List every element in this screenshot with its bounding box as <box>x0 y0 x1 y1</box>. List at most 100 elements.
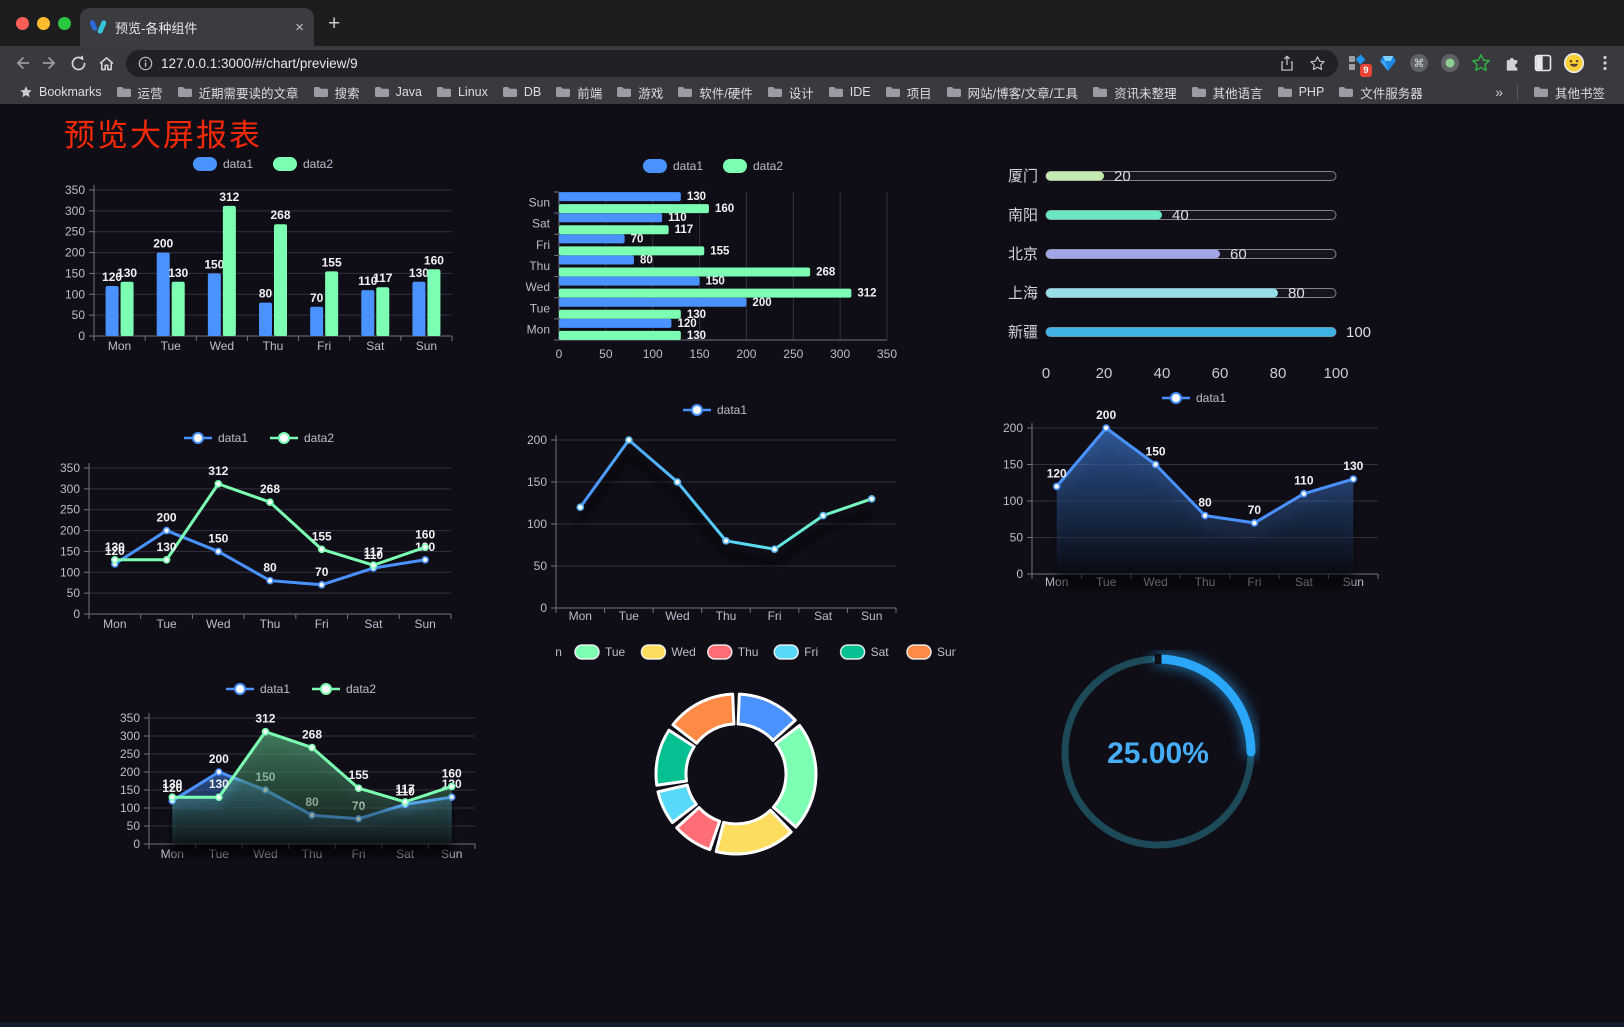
folder-icon <box>116 87 131 97</box>
window-minimize-button[interactable] <box>37 17 50 30</box>
bookmark-folder[interactable]: 设计 <box>760 83 821 102</box>
svg-text:20: 20 <box>1096 365 1113 382</box>
svg-text:155: 155 <box>312 529 332 543</box>
bookmark-folder[interactable]: 搜索 <box>306 83 367 102</box>
bookmark-folder[interactable]: IDE <box>821 85 878 99</box>
extensions-row: 9 ⌘ <box>1346 52 1616 77</box>
forward-button[interactable] <box>36 49 64 77</box>
folder-icon <box>1093 87 1108 97</box>
svg-text:150: 150 <box>1146 445 1166 459</box>
gauge-progress-chart[interactable]: 25.00% <box>1056 650 1260 854</box>
extension-tabs-icon[interactable]: 9 <box>1346 52 1372 77</box>
bookmarks-overflow-chevron[interactable]: » <box>1495 84 1503 100</box>
profile-avatar[interactable] <box>1563 52 1585 74</box>
svg-text:70: 70 <box>310 291 324 305</box>
share-icon[interactable] <box>1279 55 1295 72</box>
bookmark-folder-label: 文件服务器 <box>1360 86 1423 101</box>
svg-text:Sun: Sun <box>937 645 956 659</box>
bookmark-star-icon[interactable] <box>1309 55 1326 72</box>
window-zoom-button[interactable] <box>58 17 71 30</box>
svg-text:300: 300 <box>65 204 85 218</box>
svg-text:80: 80 <box>1270 365 1287 382</box>
bookmark-folder[interactable]: 运营 <box>109 83 170 102</box>
donut-pie-chart[interactable]: Mon Tue Wed Thu Fri Sat Sun <box>556 634 956 886</box>
bookmark-folder[interactable]: 前端 <box>548 83 609 102</box>
folder-icon <box>556 87 571 97</box>
svg-text:Thu: Thu <box>738 645 759 659</box>
folder-icon <box>885 87 900 97</box>
bookmark-folder[interactable]: 项目 <box>878 83 939 102</box>
svg-text:20: 20 <box>1114 168 1131 185</box>
svg-text:100: 100 <box>1346 324 1371 341</box>
back-button[interactable] <box>8 49 36 77</box>
extension-command-icon[interactable]: ⌘ <box>1408 52 1430 74</box>
svg-text:130: 130 <box>687 309 706 321</box>
area-line-chart[interactable]: data1050100150200MonTueWedThuFriSatSun12… <box>988 388 1388 598</box>
bookmark-folder[interactable]: 软件/硬件 <box>670 83 759 102</box>
bookmark-folder[interactable]: 文件服务器 <box>1331 83 1430 102</box>
other-bookmarks-folder[interactable]: 其他书签 <box>1526 83 1612 102</box>
svg-text:50: 50 <box>72 308 86 322</box>
svg-text:Tue: Tue <box>619 609 640 623</box>
reload-button[interactable] <box>64 49 92 77</box>
bookmark-folder[interactable]: 其他语言 <box>1184 83 1270 102</box>
svg-text:Thu: Thu <box>263 339 284 353</box>
svg-text:厦门: 厦门 <box>1008 168 1038 185</box>
extension-record-icon[interactable] <box>1439 52 1461 74</box>
svg-text:150: 150 <box>65 266 85 280</box>
bookmark-folder[interactable]: 近期需要读的文章 <box>170 83 306 102</box>
svg-text:Tue: Tue <box>530 301 551 315</box>
bookmark-folder[interactable]: 资讯未整理 <box>1085 83 1184 102</box>
bookmarks-manager[interactable]: Bookmarks <box>12 85 109 99</box>
folder-icon <box>313 87 328 97</box>
folder-icon <box>1533 87 1548 97</box>
svg-text:50: 50 <box>534 559 548 573</box>
svg-text:100: 100 <box>1323 365 1348 382</box>
svg-text:data1: data1 <box>223 157 253 171</box>
extensions-puzzle-icon[interactable] <box>1501 52 1523 74</box>
other-bookmarks-label: 其他书签 <box>1554 86 1605 101</box>
gradient-line-chart[interactable]: data1 0 50 100 150 200 Mon Tue Wed Thu Fri Sat Sun <box>508 396 908 626</box>
bookmark-folder[interactable]: 游戏 <box>609 83 670 102</box>
bookmark-folder-label: Linux <box>457 85 488 99</box>
site-info-icon[interactable] <box>138 56 153 71</box>
svg-text:200: 200 <box>209 752 229 766</box>
extension-star-icon[interactable] <box>1470 52 1492 74</box>
svg-text:120: 120 <box>162 781 182 795</box>
svg-text:70: 70 <box>631 233 644 245</box>
svg-text:50: 50 <box>67 586 81 600</box>
svg-text:50: 50 <box>599 347 613 361</box>
window-close-button[interactable] <box>16 17 29 30</box>
bookmark-folder[interactable]: Linux <box>429 85 495 99</box>
bookmark-folder[interactable]: Java <box>367 85 429 99</box>
bookmark-folder[interactable]: PHP <box>1270 85 1332 99</box>
address-bar[interactable]: 127.0.0.1:3000/#/chart/preview/9 <box>126 49 1338 77</box>
extension-gem-icon[interactable] <box>1377 52 1399 74</box>
folder-icon <box>1191 87 1206 97</box>
city-progress-bars-chart[interactable]: 厦门 20 南阳 40 北京 60 上海 80 新疆 100 0 20 40 60 80 100 <box>992 152 1392 387</box>
dual-area-chart[interactable]: data1data2050100150200250300350MonTueWed… <box>105 676 485 890</box>
svg-text:130: 130 <box>162 777 182 791</box>
grouped-bar-chart[interactable]: data1 data2 0 50 100 150 200 250 300 350 Mon Tue Wed… <box>48 150 460 362</box>
browser-tab[interactable]: 预览-各种组件 × <box>80 8 314 46</box>
home-button[interactable] <box>92 49 120 77</box>
svg-text:70: 70 <box>315 565 329 579</box>
new-tab-button[interactable]: + <box>328 12 341 35</box>
svg-text:60: 60 <box>1212 365 1229 382</box>
dual-line-chart[interactable]: data1 data2 0 50 100 150 200 250 300 350 Mon Tue Wed… <box>45 426 460 640</box>
svg-text:上海: 上海 <box>1008 285 1038 302</box>
bookmark-folder-label: Java <box>395 85 422 99</box>
svg-text:117: 117 <box>364 545 384 559</box>
bookmark-folder[interactable]: DB <box>495 85 548 99</box>
svg-text:Sat: Sat <box>814 609 833 623</box>
svg-text:150: 150 <box>1003 458 1023 472</box>
reading-list-icon[interactable] <box>1532 52 1554 74</box>
svg-text:data1: data1 <box>673 159 703 173</box>
svg-text:350: 350 <box>60 461 80 475</box>
bookmark-folder[interactable]: 网站/博客/文章/工具 <box>939 83 1085 102</box>
folder-icon <box>946 87 961 97</box>
horizontal-bar-chart[interactable]: data1 data2 0 50 100 150 200 250 300 350 Mon 120 130… <box>515 150 915 368</box>
svg-text:data1: data1 <box>1196 391 1226 405</box>
tab-close-icon[interactable]: × <box>295 18 304 36</box>
browser-menu-icon[interactable] <box>1594 52 1616 74</box>
